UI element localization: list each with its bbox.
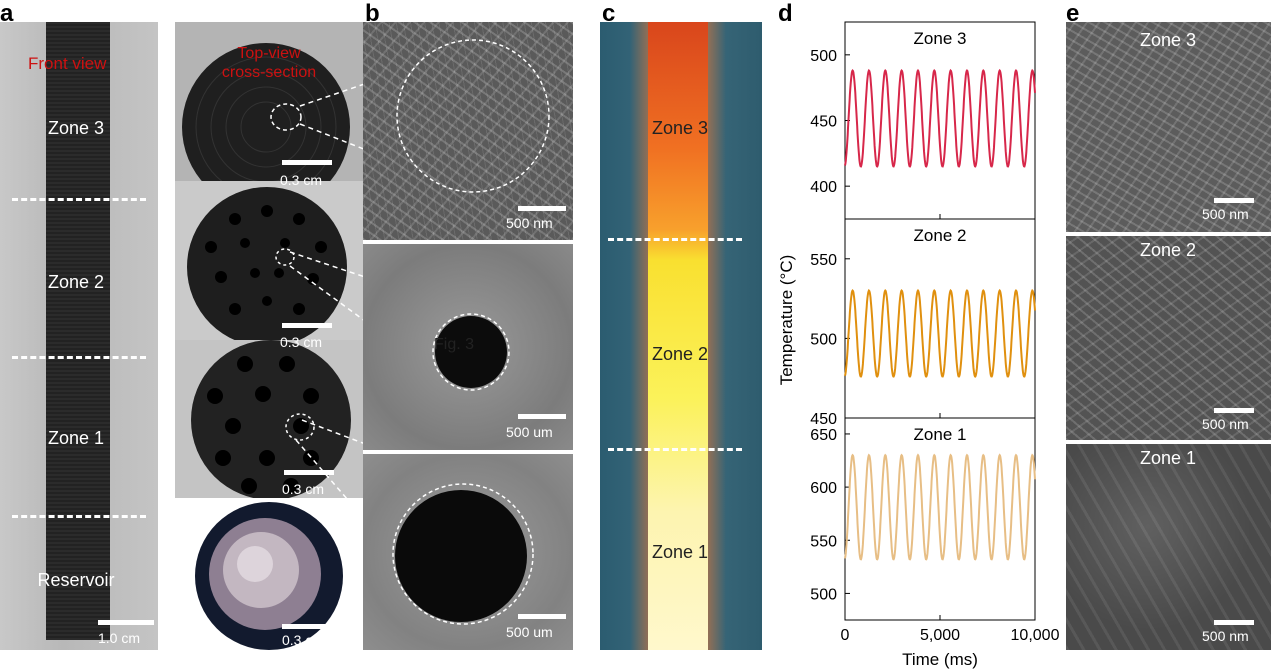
front-view-title: Front view: [28, 54, 107, 73]
front-zone2-label: Zone 2: [47, 272, 105, 292]
thermal-zone1-label: Zone 1: [651, 542, 709, 562]
chart-panel-frame: [844, 218, 1036, 419]
y-tick-label: 500: [810, 48, 837, 65]
heated-column: [648, 22, 708, 650]
chart-panel-title: Zone 1: [914, 425, 967, 444]
scale-bar: [282, 624, 332, 629]
front-view-image: [0, 22, 158, 650]
scale-bar: [1214, 620, 1254, 625]
panel-label-b: b: [365, 0, 380, 27]
scale-bar-label: 500 nm: [1202, 628, 1249, 644]
cross-section-zone2: [175, 181, 363, 343]
thermal-zone3-label: Zone 3: [651, 118, 709, 138]
scale-bar: [1214, 198, 1254, 203]
x-tick-label: 5,000: [920, 627, 960, 644]
cross-section-zone1: [175, 340, 363, 498]
series-line-zone-1: [844, 453, 1036, 561]
y-tick-label: 450: [810, 114, 837, 131]
chart-panel-title: Zone 3: [914, 29, 967, 48]
scale-bar: [284, 470, 334, 475]
panel-label-a: a: [0, 0, 14, 27]
y-tick-label: 650: [810, 427, 837, 444]
scale-bar-label: 500 nm: [1202, 206, 1249, 222]
sem-e-zone1: [1066, 444, 1271, 650]
top-view-title: Top-view cross-section: [221, 45, 317, 81]
x-axis-label: Time (ms): [902, 650, 978, 669]
scale-bar: [518, 206, 566, 211]
series-line-zone-2: [844, 288, 1036, 378]
y-tick-label: 550: [810, 533, 837, 550]
scale-bar-label: 0.3 cm: [282, 481, 325, 497]
scale-bar-label: 0.3 cm: [280, 172, 323, 188]
sem-e-zone2: [1066, 236, 1271, 440]
scale-bar-label: 500 nm: [506, 215, 553, 231]
scale-bar-label: 500 um: [506, 424, 553, 440]
sem-image-zone3: [363, 22, 573, 240]
front-zone3-label: Zone 3: [47, 118, 105, 138]
scale-bar-label: 0.3 cm: [280, 334, 323, 350]
y-tick-label: 500: [810, 331, 837, 348]
scale-bar: [98, 620, 154, 625]
y-tick-label: 600: [810, 480, 837, 497]
panel-label-e: e: [1066, 0, 1080, 27]
thermal-zone2-label: Zone 2: [651, 344, 709, 364]
column-body: [46, 22, 110, 640]
panel-label-c: c: [602, 0, 616, 27]
sem-e-zone3-label: Zone 3: [1139, 30, 1197, 50]
scale-bar-label: 500 nm: [1202, 416, 1249, 432]
scale-bar: [282, 323, 332, 328]
cross-section-reservoir: [175, 498, 363, 650]
x-tick-label: 0: [841, 627, 850, 644]
y-tick-label: 500: [810, 586, 837, 603]
sem-e-zone1-label: Zone 1: [1139, 448, 1197, 468]
figure-reference: Fig. 3: [434, 336, 475, 353]
y-axis-label: Temperature (°C): [777, 255, 796, 386]
front-reservoir-label: Reservoir: [37, 570, 115, 590]
sem-e-zone2-label: Zone 2: [1139, 240, 1197, 260]
zone-divider: [608, 238, 742, 241]
series-line-zone-3: [844, 68, 1036, 168]
scale-bar: [282, 160, 332, 165]
front-zone1-label: Zone 1: [47, 428, 105, 448]
zone-divider: [608, 448, 742, 451]
y-tick-label: 550: [810, 252, 837, 269]
scale-bar-label: 1.0 cm: [98, 630, 141, 646]
panel-label-d: d: [778, 0, 793, 27]
zone-divider: [12, 515, 146, 518]
zone-divider: [12, 198, 146, 201]
zone-divider: [12, 356, 146, 359]
y-tick-label: 450: [810, 411, 837, 428]
thermal-image: [600, 22, 762, 650]
x-tick-label: 10,000: [1011, 627, 1060, 644]
y-tick-label: 400: [810, 179, 837, 196]
chart-panel-title: Zone 2: [914, 226, 967, 245]
scale-bar: [518, 414, 566, 419]
scale-bar-label: 0.3 cm: [282, 632, 325, 648]
scale-bar: [1214, 408, 1254, 413]
scale-bar-label: 500 um: [506, 624, 553, 640]
cross-section-zone3: [175, 22, 363, 194]
scale-bar: [518, 614, 566, 619]
sem-e-zone3: [1066, 22, 1271, 232]
